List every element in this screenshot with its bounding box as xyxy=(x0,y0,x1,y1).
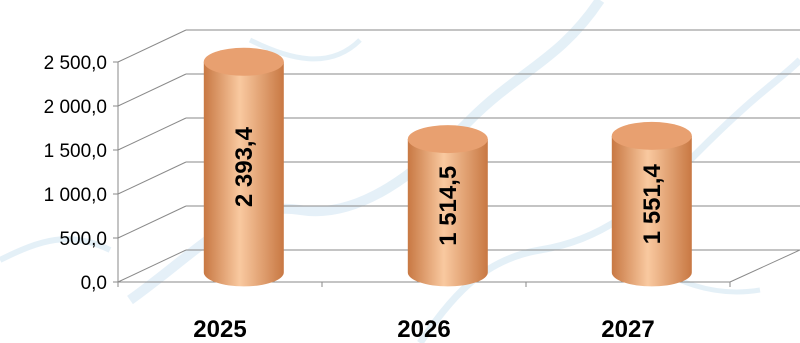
y-tick-label: 1 500,0 xyxy=(44,141,107,162)
y-tick-label: 0,0 xyxy=(81,273,107,294)
y-tick-label: 500,0 xyxy=(59,229,107,250)
gridline-depth xyxy=(117,205,187,239)
gridline-depth xyxy=(117,161,187,195)
x-tick-label: 2025 xyxy=(193,316,246,343)
data-label: 2 393,4 xyxy=(231,126,258,207)
bar-body xyxy=(407,139,488,287)
y-tick-label: 1 000,0 xyxy=(44,185,107,206)
bar-top xyxy=(203,47,284,76)
x-tick-label: 2026 xyxy=(397,316,450,343)
bar-top xyxy=(407,125,488,154)
gridline-depth xyxy=(117,29,187,63)
bars: 2 393,4 1 514,5 1 551,4 xyxy=(203,47,692,287)
bar-2026: 1 514,5 xyxy=(407,125,488,287)
gridline-depth xyxy=(117,117,187,151)
bar-top xyxy=(611,121,692,150)
x-tick-label: 2027 xyxy=(601,316,654,343)
bar-2027: 1 551,4 xyxy=(611,121,692,287)
bar-2025: 2 393,4 xyxy=(203,47,284,287)
data-label: 1 551,4 xyxy=(639,163,666,244)
data-label: 1 514,5 xyxy=(435,166,462,246)
y-tick-label: 2 500,0 xyxy=(44,53,107,74)
bar-body xyxy=(611,135,692,287)
bar-body xyxy=(203,61,284,287)
floor-right-edge xyxy=(729,249,800,283)
x-axis-tick-labels: 2025 2026 2027 xyxy=(193,316,654,343)
y-axis-tick-labels: 0,0 500,0 1 000,0 1 500,0 2 000,0 2 500,0 xyxy=(44,53,107,294)
gridline-depth xyxy=(117,249,187,283)
y-tick-label: 2 000,0 xyxy=(44,97,107,118)
gridline-depth xyxy=(117,73,187,107)
